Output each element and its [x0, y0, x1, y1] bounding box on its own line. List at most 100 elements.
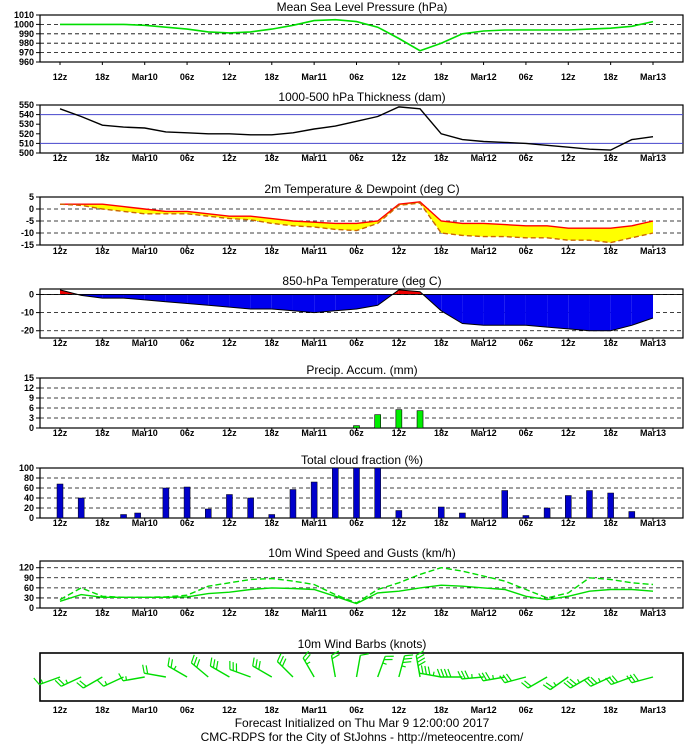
wind-barb-flag	[416, 653, 425, 660]
wind-xtick-label: Mar12	[471, 608, 497, 618]
wind-barb-staff	[144, 672, 167, 678]
wind-barb-flag	[255, 659, 258, 668]
pressure-xtick-label: 12z	[53, 72, 68, 82]
cloud-bar	[134, 512, 141, 519]
t850-xtick-label: Mar11	[301, 338, 327, 348]
precip-xtick-label: 18z	[265, 428, 280, 438]
pressure-plot-frame	[39, 14, 684, 63]
temperature-xtick-label: Mar11	[301, 246, 327, 256]
wind-xtick-label: 12z	[53, 608, 68, 618]
wind-barb-flag	[417, 660, 426, 667]
precip-xtick-label: 18z	[603, 428, 618, 438]
wind-barb-half-flag	[173, 665, 177, 670]
wind-barb-flag	[420, 665, 424, 674]
wind-barb-flag	[460, 670, 466, 679]
wind-barb-half-flag	[432, 671, 435, 676]
pressure-ytick-label: 970	[19, 48, 34, 58]
wind-xtick-label: 12z	[222, 608, 237, 618]
t850-ytick-label: 0	[29, 289, 34, 299]
wind-barb-flag	[76, 682, 84, 689]
thickness-xtick-label: 12z	[561, 153, 576, 163]
pressure-ytick-label: 980	[19, 38, 34, 48]
thickness-xtick-label: Mar13	[640, 153, 666, 163]
wind-barb-staff	[527, 676, 548, 689]
precip-xtick-label: 12z	[222, 428, 237, 438]
t850-area-segment	[271, 294, 293, 311]
t850-xtick-label: 18z	[603, 338, 618, 348]
wind-ytick-label: 120	[19, 563, 34, 573]
wind-barb-staff	[302, 657, 315, 678]
wind-barb-flag	[209, 657, 213, 667]
cloud-bar	[268, 514, 276, 519]
wind-barb-half-flag	[125, 676, 128, 681]
wind-barb-half-flag	[553, 681, 557, 686]
wind-barb-flag	[118, 673, 124, 682]
precip-ytick-label: 9	[29, 393, 34, 403]
thickness-ytick-label: 500	[19, 148, 34, 158]
temperature-series-line	[60, 201, 654, 229]
pressure-xtick-label: 18z	[603, 72, 618, 82]
barbs-xtick-label: 18z	[434, 705, 449, 715]
thickness-ytick-label: 520	[19, 129, 34, 139]
precip-bar	[395, 409, 403, 429]
cloud-xtick-label: Mar12	[471, 518, 497, 528]
precip-ytick-label: 0	[29, 423, 34, 433]
t850-area-segment	[165, 294, 188, 304]
wind-barb-flag	[331, 650, 340, 656]
t850-xtick-label: 18z	[265, 338, 280, 348]
cloud-bar	[183, 486, 191, 519]
temperature-xtick-label: 06z	[180, 246, 195, 256]
precip-ytick-label: 6	[29, 403, 34, 413]
wind-xtick-label: 18z	[265, 608, 280, 618]
wind-barb-flag	[196, 659, 201, 668]
wind-barb-staff	[355, 655, 362, 678]
wind-ytick-label: 30	[24, 593, 34, 603]
t850-area-segment	[589, 294, 611, 331]
wind-barb-flag	[447, 668, 452, 678]
thickness-ytick-label: 530	[19, 119, 34, 129]
precip-xtick-label: Mar11	[301, 428, 327, 438]
wind-barb-flag	[252, 657, 255, 667]
t850-area-segment	[568, 294, 590, 331]
wind-barb-staff	[461, 676, 484, 680]
pressure-ytick-label: 960	[19, 57, 34, 67]
wind-barb-half-flag	[401, 665, 406, 668]
wind-barb-staff	[122, 676, 145, 682]
wind-xtick-label: 18z	[95, 608, 110, 618]
precip-xtick-label: Mar13	[640, 428, 666, 438]
barbs-plot-frame	[39, 652, 684, 702]
cloud-xtick-label: 06z	[519, 518, 534, 528]
cloud-bar	[205, 508, 212, 519]
temperature-xtick-label: 18z	[95, 246, 110, 256]
wind-barb-flag	[417, 657, 426, 663]
wind-barb-flag	[443, 668, 448, 678]
t850-area-segment	[123, 294, 145, 300]
pressure-ytick-label: 990	[19, 29, 34, 39]
temperature-xtick-label: 12z	[53, 246, 68, 256]
cloud-bar	[522, 515, 530, 519]
thickness-xtick-label: 12z	[392, 153, 407, 163]
pressure-title: Mean Sea Level Pressure (hPa)	[277, 0, 448, 14]
wind-xtick-label: Mar11	[301, 608, 327, 618]
wind-barb-flag	[481, 672, 488, 681]
pressure-xtick-label: 12z	[561, 72, 576, 82]
cloud-xtick-label: 06z	[349, 518, 364, 528]
cloud-bar	[162, 487, 170, 519]
pressure-ytick-label: 1010	[14, 10, 34, 20]
cloud-ytick-label: 80	[24, 473, 34, 483]
t850-area-segment	[208, 294, 230, 308]
wind-barb-flag	[587, 678, 595, 686]
thickness-ytick-label: 540	[19, 110, 34, 120]
t850-area-segment	[525, 294, 548, 328]
barbs-xtick-label: 12z	[222, 705, 237, 715]
t850-area-segment	[229, 294, 251, 309]
wind-ytick-label: 0	[29, 603, 34, 613]
wind-barb-staff	[210, 665, 230, 678]
precip-xtick-label: 12z	[392, 428, 407, 438]
wind-ytick-label: 60	[24, 583, 34, 593]
barbs-xtick-label: 18z	[95, 705, 110, 715]
wind-barb-flag	[584, 679, 592, 687]
barbs-xtick-label: 06z	[519, 705, 534, 715]
wind-barb-staff	[276, 660, 294, 678]
pressure-xtick-label: Mar10	[132, 72, 158, 82]
